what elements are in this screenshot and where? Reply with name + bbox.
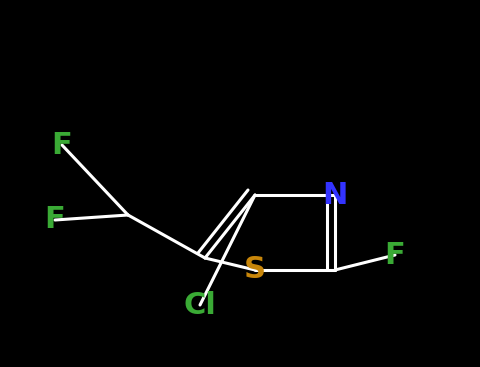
Text: S: S — [244, 255, 266, 284]
Text: Cl: Cl — [183, 291, 216, 320]
Text: F: F — [45, 206, 65, 235]
Text: F: F — [52, 131, 72, 160]
Text: F: F — [384, 240, 406, 269]
Text: N: N — [322, 181, 348, 210]
